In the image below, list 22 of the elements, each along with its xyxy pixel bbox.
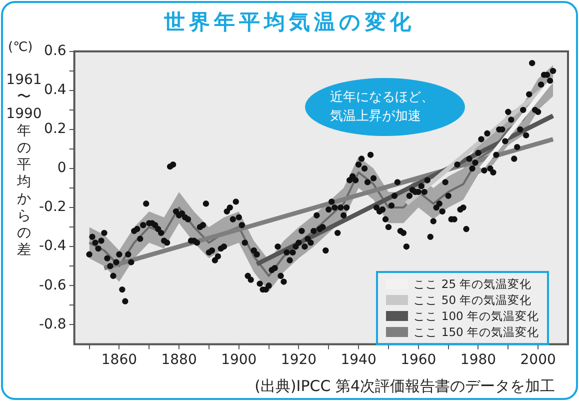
y-tick-label: -0.6 [38,277,66,294]
y-tick-label: 0.2 [44,121,66,138]
y-tick-label: -0.8 [38,316,66,332]
chart-title: 世界年平均気温の変化 [163,9,416,36]
y-tick-label: 0.6 [44,43,66,60]
legend-label: ここ 50 年の気温変化 [414,292,532,308]
x-tick-label: 1900 [221,352,257,368]
x-tick-label: 1920 [280,352,317,368]
x-tick-label: 1980 [460,352,496,368]
text: (出典)IPCC 第4次評価報告書のデータを加工 [254,377,555,396]
y-tick-label: 0.4 [44,82,66,98]
annotation: 近年になるほど、気温上昇が加速 [330,89,435,126]
y-tick-label: 0 [57,160,66,176]
legend-label: ここ 150 年の気温変化 [414,324,539,340]
legend-label: ここ 25 年の気温変化 [414,276,532,292]
x-tick-label: 1860 [101,352,138,368]
text: (℃) [8,40,33,55]
x-tick-label: 1880 [161,352,197,368]
legend-label: ここ 100 年の気温変化 [414,308,539,324]
x-tick-label: 2000 [520,352,556,368]
x-tick-label: 1960 [400,352,436,368]
x-tick-label: 1940 [340,352,376,368]
